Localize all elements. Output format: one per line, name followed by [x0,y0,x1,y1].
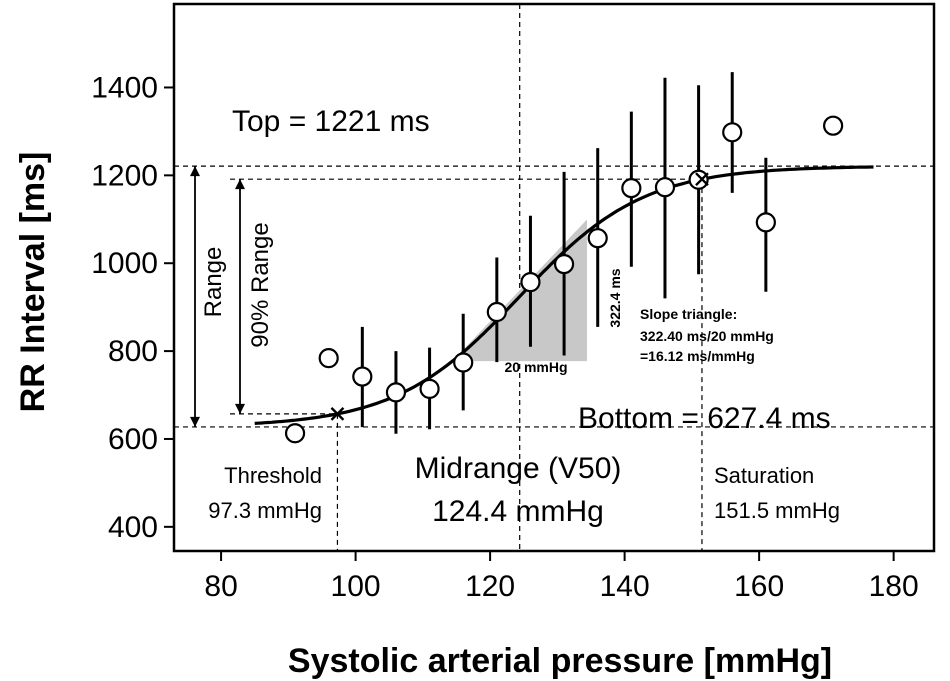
data-point [318,348,339,369]
data-point [486,301,507,323]
data-point [385,382,407,403]
data-point [688,169,709,190]
x-tick-label: 100 [331,570,381,603]
y-tick-label: 1400 [91,71,158,104]
data-point [722,122,743,143]
range90-arrow-head [235,403,245,414]
slope-result: =16.12 ms/mmHg [640,348,755,364]
threshold-value: 97.3 mmHg [208,498,322,523]
data-point [352,366,373,387]
data-point [284,423,306,444]
data-point [553,253,575,275]
data-point [520,272,541,293]
axis-ticks: 80 100 120 140 160 180 400 600 800 1000 1200 1400 [91,71,918,603]
data-point [621,177,642,199]
midrange-value: 124.4 mmHg [432,495,604,528]
x-tick-label: 80 [204,570,237,603]
range90-arrow-head [235,179,245,190]
slope-title: Slope triangle: [640,306,737,322]
x-tick-label: 140 [600,570,650,603]
saturation-label: Saturation [714,463,814,488]
x-markers [330,172,709,421]
y-tick-label: 800 [108,335,158,368]
slope-triangle [452,219,587,362]
midrange-label: Midrange (V50) [415,452,622,485]
data-point [419,378,440,399]
slope-calc: 322.40 ms/20 mmHg [640,328,774,344]
data-point [654,177,676,198]
x-axis-label: Systolic arterial pressure [mmHg] [288,642,832,680]
bottom-annotation: Bottom = 627.4 ms [578,402,831,435]
x-tick-label: 160 [734,570,784,603]
data-point [755,212,776,233]
y-tick-label: 1000 [91,247,158,280]
range90-label: 90% Range [247,222,274,347]
y-tick-label: 1200 [91,159,158,192]
threshold-label: Threshold [224,463,322,488]
range-arrow-head [190,416,200,427]
range-label: Range [200,247,227,318]
range-arrow-head [190,166,200,177]
slope-triangle-shape [452,219,587,362]
triangle-dx-label: 20 mmHg [504,359,567,375]
data-point [823,115,844,136]
y-axis-label: RR Interval [ms] [14,152,52,413]
y-tick-label: 600 [108,423,158,456]
y-tick-label: 400 [108,511,158,544]
data-point [453,352,474,373]
triangle-dy-label: 322.4 ms [607,268,623,327]
data-points [284,115,844,444]
data-point [587,228,608,249]
x-tick-label: 180 [869,570,919,603]
range-arrows [190,166,245,427]
saturation-marker [695,172,709,187]
x-tick-label: 120 [465,570,515,603]
plot-frame [172,2,936,553]
saturation-value: 151.5 mmHg [714,498,840,523]
top-annotation: Top = 1221 ms [232,105,430,138]
threshold-marker [330,407,345,421]
